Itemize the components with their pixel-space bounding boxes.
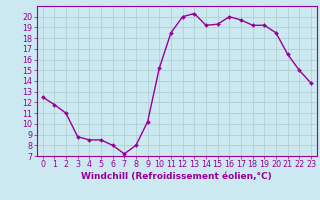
X-axis label: Windchill (Refroidissement éolien,°C): Windchill (Refroidissement éolien,°C) bbox=[81, 172, 272, 181]
